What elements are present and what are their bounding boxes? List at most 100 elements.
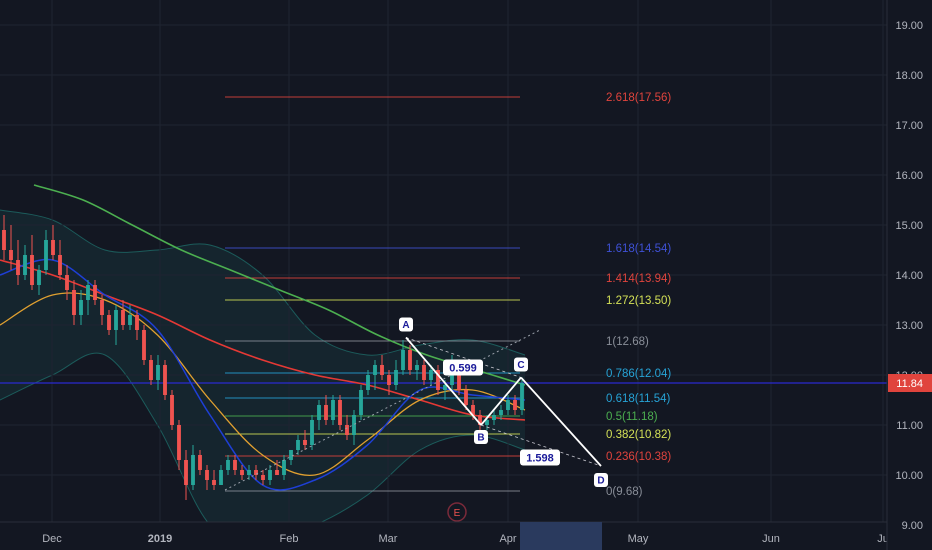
- pattern-trend-dotted: [224, 329, 541, 491]
- candle: [275, 460, 279, 475]
- candle-body: [58, 255, 62, 275]
- candle: [226, 455, 230, 475]
- candle-body: [492, 415, 496, 420]
- pattern-point-d[interactable]: D: [594, 473, 608, 487]
- last-price-tag-label: 11.84: [896, 378, 923, 390]
- candle-body: [2, 230, 6, 250]
- candle: [79, 290, 83, 325]
- candle-body: [324, 405, 328, 420]
- candle: [415, 360, 419, 380]
- candle: [345, 415, 349, 440]
- pattern-ratio-badge[interactable]: 0.599: [443, 359, 483, 376]
- pattern-point-a[interactable]: A: [399, 317, 413, 332]
- candle: [499, 405, 503, 420]
- candle-body: [79, 300, 83, 315]
- candle-body: [51, 240, 55, 255]
- candle-body: [352, 415, 356, 435]
- candle: [100, 295, 104, 325]
- ratio-box: [443, 359, 483, 376]
- pattern-leg[interactable]: [520, 376, 602, 467]
- candle: [2, 215, 6, 260]
- candle: [401, 340, 405, 375]
- event-marker-circle: [447, 502, 467, 522]
- candle-body: [219, 470, 223, 485]
- candle: [296, 435, 300, 455]
- x-axis-tick-label: Mar: [379, 533, 398, 545]
- candle: [149, 355, 153, 385]
- candle-body: [380, 365, 384, 375]
- candle-body: [366, 375, 370, 390]
- y-axis-band: [887, 0, 932, 550]
- candle: [324, 395, 328, 425]
- candle: [380, 355, 384, 380]
- pattern-leg[interactable]: [405, 336, 482, 426]
- candle-body: [464, 390, 468, 405]
- y-axis-tick-label: 15.00: [895, 220, 923, 232]
- y-axis-tick-label: 16.00: [895, 170, 923, 182]
- candle-body: [317, 405, 321, 420]
- candle: [506, 395, 510, 415]
- candle-body: [289, 450, 293, 460]
- x-axis-selection-range[interactable]: [520, 522, 602, 550]
- candle: [464, 385, 468, 410]
- candle: [492, 410, 496, 425]
- candle: [303, 430, 307, 450]
- candle: [16, 240, 20, 285]
- candle: [114, 305, 118, 345]
- fib-level-label: 2.618(17.56): [606, 92, 671, 104]
- fibonacci-levels[interactable]: 2.618(17.56) 1.618(14.54) 1.414(13.94) 1.27…: [225, 92, 671, 498]
- x-axis-tick-label: Feb: [280, 533, 299, 545]
- candle: [51, 225, 55, 260]
- candle-body: [296, 440, 300, 450]
- pattern-point-b[interactable]: B: [474, 430, 488, 444]
- abcd-pattern[interactable]: A B C D 0.599 1.598: [224, 317, 608, 491]
- candle-body: [191, 455, 195, 485]
- candle-body: [359, 390, 363, 415]
- candle: [520, 380, 524, 415]
- candle-body: [212, 480, 216, 485]
- fib-level-label: 0.618(11.54): [606, 393, 671, 405]
- candle: [254, 465, 258, 480]
- candle-body: [163, 365, 167, 395]
- candle: [289, 450, 293, 465]
- candle-body: [485, 420, 489, 425]
- fib-level-label: 0(9.68): [606, 486, 643, 498]
- y-axis-tick-label: 14.00: [895, 270, 923, 282]
- grid: [0, 0, 887, 526]
- candle-body: [65, 275, 69, 290]
- candle: [240, 465, 244, 480]
- candle-body: [23, 255, 27, 275]
- candle-body: [100, 300, 104, 315]
- candle-body: [429, 370, 433, 380]
- candle-body: [44, 240, 48, 270]
- pattern-point-label: D: [597, 476, 604, 487]
- candle-body: [310, 420, 314, 445]
- candle-body: [471, 405, 475, 415]
- candle-body: [282, 460, 286, 475]
- candle: [23, 245, 27, 280]
- candle-body: [198, 455, 202, 470]
- candle: [394, 360, 398, 390]
- candle: [478, 410, 482, 430]
- pattern-point-c[interactable]: C: [514, 357, 528, 372]
- candle: [198, 450, 202, 475]
- candle: [422, 360, 426, 385]
- candle: [58, 240, 62, 280]
- candle-body: [16, 260, 20, 275]
- candle-body: [149, 360, 153, 380]
- candle: [282, 455, 286, 480]
- pattern-ratio-badge[interactable]: 1.598: [520, 449, 560, 466]
- candle: [142, 325, 146, 365]
- candle-body: [240, 470, 244, 475]
- candle: [310, 415, 314, 450]
- pattern-point-label: B: [477, 433, 484, 444]
- fib-level-label: 0.5(11.18): [606, 411, 658, 423]
- event-marker[interactable]: E: [447, 502, 467, 522]
- candle-body: [86, 285, 90, 300]
- candle: [135, 310, 139, 340]
- candle-body: [254, 470, 258, 475]
- candle-body: [331, 400, 335, 420]
- pattern-point-box: [474, 430, 488, 444]
- pattern-leg[interactable]: [480, 376, 522, 426]
